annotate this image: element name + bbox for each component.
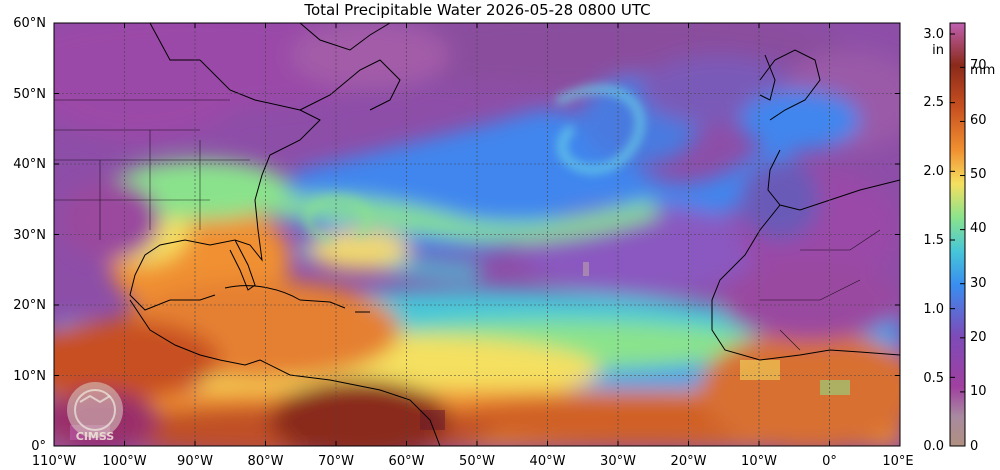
lat-tick-label: 60°N bbox=[13, 16, 46, 31]
colorbar-mm-label: 50 bbox=[970, 167, 987, 182]
colorbar-inch-label: 1.5 bbox=[923, 233, 944, 248]
lon-tick-label: 30°W bbox=[600, 454, 636, 469]
lat-tick-label: 40°N bbox=[13, 157, 46, 172]
lon-tick-label: 10°E bbox=[882, 454, 913, 469]
lon-tick-label: 0° bbox=[822, 454, 837, 469]
colorbar-mm-label: 40 bbox=[970, 221, 987, 236]
lon-tick-label: 100°W bbox=[102, 454, 146, 469]
colorbar-inch-unit: in bbox=[932, 43, 944, 58]
colorbar-mm-label: 70 bbox=[970, 58, 987, 73]
lat-tick-label: 50°N bbox=[13, 87, 46, 102]
cimss-logo-text: CIMSS bbox=[76, 430, 115, 443]
lat-tick-label: 10°N bbox=[13, 369, 46, 384]
colorbar-gradient bbox=[949, 22, 966, 447]
lon-tick-label: 50°W bbox=[459, 454, 495, 469]
lon-tick-label: 70°W bbox=[318, 454, 354, 469]
lon-tick-label: 40°W bbox=[530, 454, 566, 469]
coastlines bbox=[129, 23, 900, 446]
colorbar-mm-label: 30 bbox=[970, 276, 987, 291]
lon-tick-label: 10°W bbox=[741, 454, 777, 469]
lon-tick-label: 20°W bbox=[671, 454, 707, 469]
colorbar-mm-label: 20 bbox=[970, 330, 987, 345]
lon-tick-labels: 110°W 100°W 90°W 80°W 70°W 60°W 50°W 40°… bbox=[32, 454, 914, 469]
lon-tick-label: 60°W bbox=[389, 454, 425, 469]
colorbar-inch-label: 2.0 bbox=[923, 164, 944, 179]
colorbar-inch-label: 2.5 bbox=[923, 95, 944, 110]
gridlines bbox=[54, 23, 900, 446]
colorbar-ticks bbox=[950, 33, 965, 447]
colorbar-mm-label: 10 bbox=[970, 384, 987, 399]
lon-tick-label: 80°W bbox=[248, 454, 284, 469]
borders bbox=[54, 99, 881, 351]
colorbar-inch-label: 0.0 bbox=[923, 439, 944, 454]
lon-tick-label: 90°W bbox=[177, 454, 213, 469]
colorbar-mm-unit: mm bbox=[970, 63, 995, 78]
lat-tick-label: 30°N bbox=[13, 228, 46, 243]
colorbar-mm-label: 60 bbox=[970, 113, 987, 128]
colorbar: 0.0 0.5 1.0 1.5 2.0 2.5 3.0 in 0 10 20 3… bbox=[923, 22, 995, 454]
lon-tick-label: 110°W bbox=[32, 454, 76, 469]
lat-tick-labels: 0° 10°N 20°N 30°N 40°N 50°N 60°N bbox=[13, 16, 46, 454]
colorbar-inch-label: 0.5 bbox=[923, 371, 944, 386]
colorbar-mm-label: 0 bbox=[970, 439, 978, 454]
map-ticks bbox=[53, 22, 901, 447]
colorbar-inch-label: 1.0 bbox=[923, 302, 944, 317]
lat-tick-label: 0° bbox=[31, 439, 46, 454]
moisture-field bbox=[54, 23, 900, 446]
map-title: Total Precipitable Water 2026-05-28 0800… bbox=[304, 1, 651, 19]
colorbar-inch-label: 3.0 bbox=[923, 27, 944, 42]
cimss-logo: CIMSS bbox=[67, 382, 123, 443]
lat-tick-label: 20°N bbox=[13, 298, 46, 313]
